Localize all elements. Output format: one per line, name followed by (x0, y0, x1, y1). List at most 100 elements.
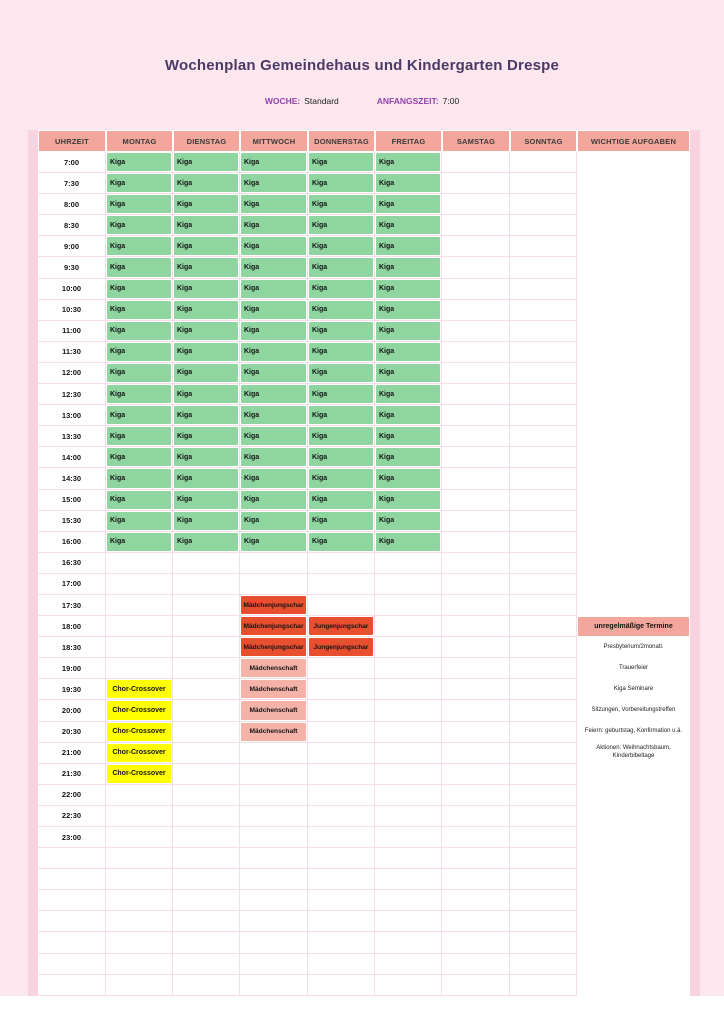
event-cell-kiga: Kiga (376, 153, 440, 172)
event-cell-kiga: Kiga (309, 342, 373, 361)
schedule-cell (442, 616, 510, 638)
schedule-row: 14:30 Kiga Kiga Kiga Kiga Kiga (38, 468, 690, 490)
schedule-row: 23:00 (38, 827, 690, 849)
time-label-cell: 10:00 (38, 278, 106, 300)
schedule-cell: Jungenjungschar (308, 637, 375, 659)
schedule-cell: Kiga (308, 257, 375, 279)
schedule-cell (308, 573, 375, 595)
event-cell-kiga: Kiga (376, 174, 440, 193)
schedule-cell: Kiga (308, 341, 375, 363)
schedule-cell (510, 405, 577, 427)
event-cell-kiga: Kiga (376, 469, 440, 488)
schedule-cell: Mädchenschaft (240, 679, 308, 701)
time-label-cell: 16:30 (38, 552, 106, 574)
schedule-cell (173, 869, 240, 891)
event-cell-kiga: Kiga (376, 300, 440, 319)
schedule-cell (510, 616, 577, 638)
schedule-cell: Mädchenschaft (240, 700, 308, 722)
schedule-cell: Kiga (240, 236, 308, 258)
schedule-cell (240, 869, 308, 891)
time-label-cell: 22:00 (38, 784, 106, 806)
event-cell-kiga: Kiga (309, 469, 373, 488)
schedule-row: 21:30 Chor-Crossover (38, 763, 690, 785)
event-cell-kiga: Kiga (376, 279, 440, 298)
event-cell-kiga: Kiga (309, 490, 373, 509)
event-cell-kiga: Kiga (241, 195, 306, 214)
event-cell-kiga: Kiga (309, 448, 373, 467)
schedule-cell (106, 784, 173, 806)
schedule-cell: Chor-Crossover (106, 679, 173, 701)
schedule-cell: Kiga (173, 299, 240, 321)
schedule-cell (510, 194, 577, 216)
schedule-cell: Kiga (106, 257, 173, 279)
time-label-cell: 19:30 (38, 679, 106, 701)
schedule-cell (375, 953, 442, 975)
schedule-cell (442, 194, 510, 216)
schedule-cell: Kiga (375, 194, 442, 216)
weekly-schedule-table: UHRZEIT MONTAG DIENSTAG MITTWOCH DONNERSTAG F… (38, 130, 690, 996)
schedule-row: 16:00 Kiga Kiga Kiga Kiga Kiga (38, 531, 690, 553)
schedule-cell: Kiga (308, 510, 375, 532)
event-cell-kiga: Kiga (376, 258, 440, 277)
schedule-cell: Kiga (375, 426, 442, 448)
schedule-cell: Kiga (375, 341, 442, 363)
schedule-cell (442, 827, 510, 849)
schedule-cell (510, 805, 577, 827)
schedule-cell: Kiga (375, 447, 442, 469)
schedule-cell: Kiga (173, 320, 240, 342)
schedule-cell: Kiga (106, 362, 173, 385)
event-cell-kiga: Kiga (241, 321, 306, 340)
event-cell-kiga: Kiga (309, 532, 373, 551)
important-tasks-cell (577, 447, 690, 468)
schedule-cell: Kiga (173, 362, 240, 385)
schedule-cell (510, 890, 577, 912)
schedule-cell (308, 932, 375, 954)
schedule-cell (106, 890, 173, 912)
schedule-cell (510, 763, 577, 785)
schedule-row: 21:00 Chor-Crossover Aktionen: Weihnachtsb… (38, 742, 690, 764)
schedule-cell (173, 932, 240, 954)
schedule-cell: Kiga (173, 447, 240, 469)
event-cell-kiga: Kiga (376, 363, 440, 383)
schedule-cell (510, 974, 577, 996)
schedule-row: 11:00 Kiga Kiga Kiga Kiga Kiga (38, 320, 690, 342)
schedule-cell (442, 489, 510, 511)
schedule-cell (375, 827, 442, 849)
schedule-row: 22:30 (38, 805, 690, 827)
schedule-row (38, 869, 690, 891)
event-cell-kiga: Kiga (241, 216, 306, 235)
event-cell-kiga: Kiga (309, 237, 373, 256)
column-header: DIENSTAG (173, 130, 240, 152)
schedule-cell (510, 784, 577, 806)
event-cell-kiga: Kiga (107, 195, 171, 214)
important-tasks-cell (577, 511, 690, 532)
schedule-row: 12:00 Kiga Kiga Kiga Kiga Kiga (38, 362, 690, 385)
schedule-cell: Kiga (106, 194, 173, 216)
event-cell-maedchenschaft: Mädchenschaft (241, 680, 306, 699)
schedule-cell: Kiga (106, 236, 173, 258)
schedule-cell (375, 784, 442, 806)
right-edge-strip (690, 130, 700, 997)
column-header: SONNTAG (510, 130, 577, 152)
schedule-cell (106, 974, 173, 996)
schedule-row: 9:00 Kiga Kiga Kiga Kiga Kiga (38, 236, 690, 258)
schedule-cell (106, 932, 173, 954)
event-cell-kiga: Kiga (174, 195, 238, 214)
schedule-cell (106, 848, 173, 870)
column-header-label: DONNERSTAG (309, 131, 374, 151)
schedule-cell (510, 848, 577, 870)
schedule-cell (442, 531, 510, 553)
schedule-cell: Kiga (173, 215, 240, 237)
schedule-row: 11:30 Kiga Kiga Kiga Kiga Kiga (38, 341, 690, 363)
event-cell-kiga: Kiga (241, 385, 306, 404)
schedule-cell: Kiga (308, 384, 375, 406)
schedule-cell (510, 552, 577, 574)
schedule-cell (106, 616, 173, 638)
event-cell-kiga: Kiga (309, 406, 373, 425)
important-tasks-cell (577, 827, 690, 848)
time-label-cell (38, 932, 106, 954)
schedule-cell: Kiga (308, 194, 375, 216)
time-label-cell: 9:00 (38, 236, 106, 258)
schedule-cell (173, 953, 240, 975)
event-cell-kiga: Kiga (174, 469, 238, 488)
